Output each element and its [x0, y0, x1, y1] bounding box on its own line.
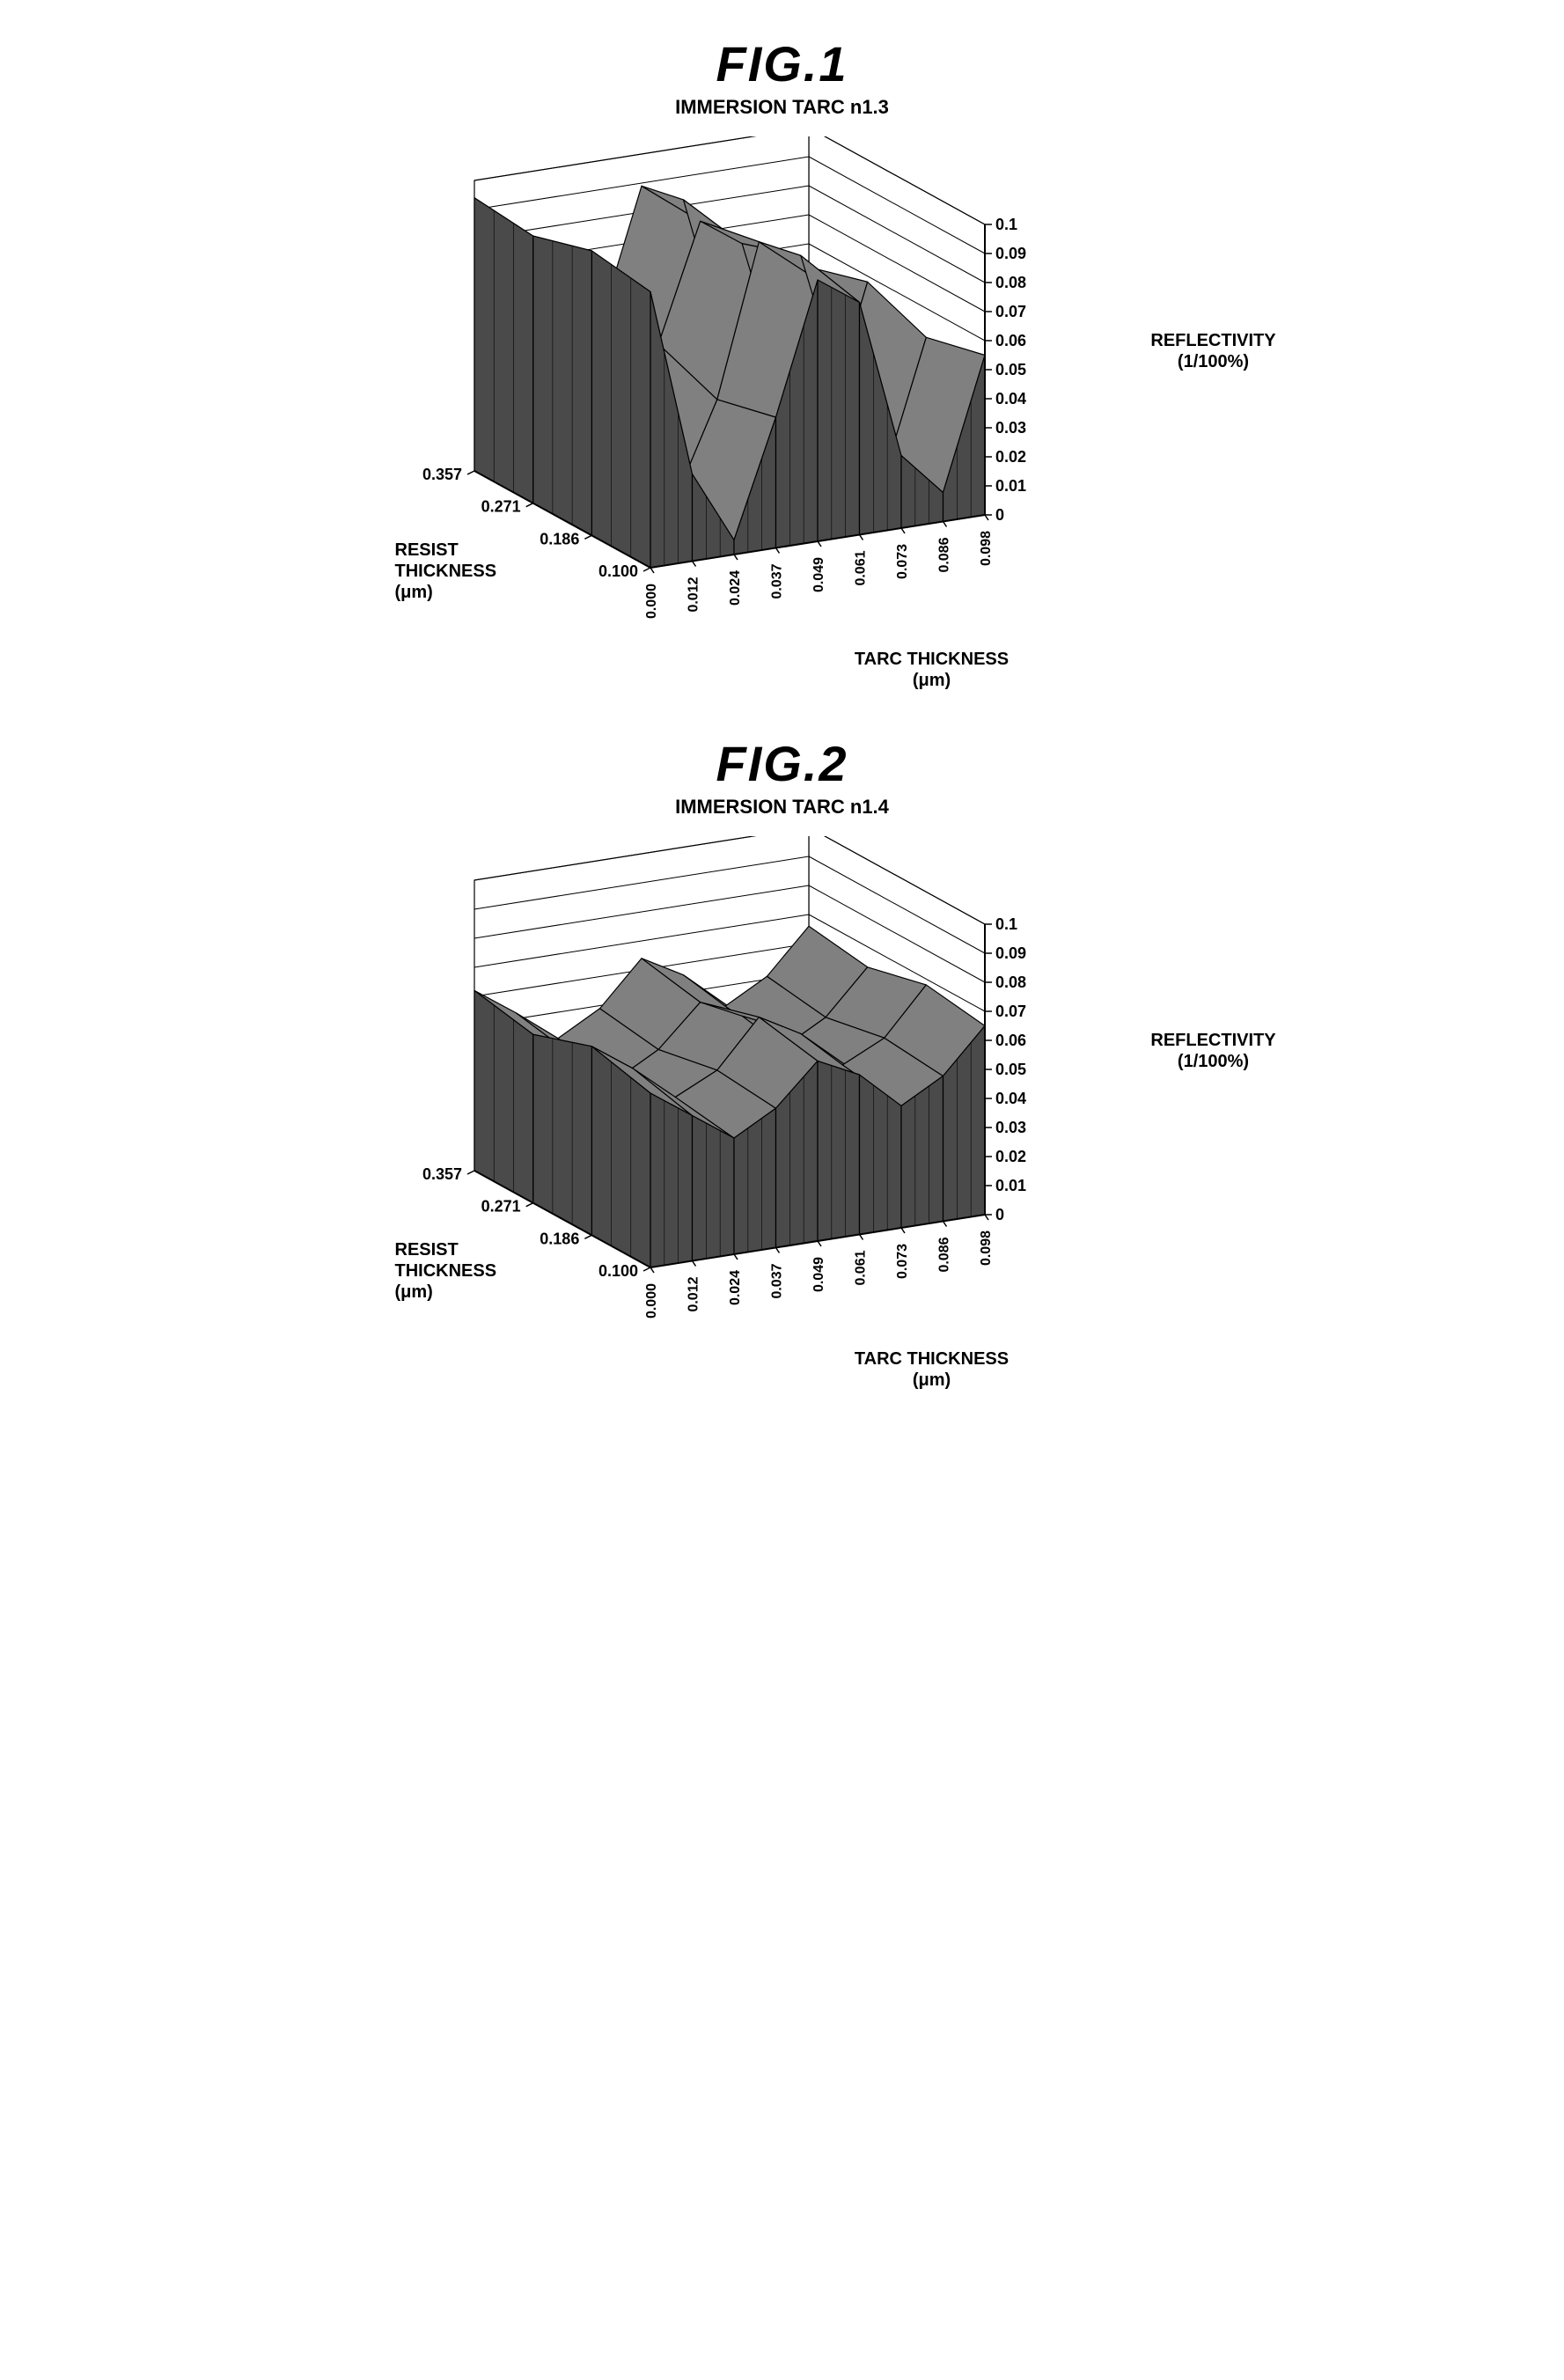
svg-text:0.012: 0.012	[686, 1276, 701, 1311]
svg-text:0.1: 0.1	[995, 915, 1017, 933]
svg-text:0.098: 0.098	[979, 531, 994, 566]
svg-text:0.02: 0.02	[995, 448, 1026, 466]
figure-title: FIG.1	[716, 35, 848, 92]
z-axis-label: REFLECTIVITY(1/100%)	[1134, 1030, 1293, 1072]
plot-2: 0 0.01 0.02 0.03 0.04 0.05 0.06 0.07 0.08 0.09 0.1…	[342, 836, 1223, 1364]
svg-text:0.09: 0.09	[995, 944, 1026, 962]
svg-text:0.024: 0.024	[728, 570, 743, 606]
svg-text:0.012: 0.012	[686, 577, 701, 612]
svg-text:0.100: 0.100	[598, 1262, 637, 1280]
svg-text:0.07: 0.07	[995, 303, 1026, 320]
svg-text:0: 0	[995, 506, 1004, 524]
svg-text:0.05: 0.05	[995, 1061, 1026, 1078]
figure-2: FIG.2 IMMERSION TARC n1.4 00.010.020.030…	[342, 735, 1223, 1364]
x-axis-label: TARC THICKNESS(μm)	[835, 649, 1029, 691]
svg-text:0.07: 0.07	[995, 1003, 1026, 1020]
svg-text:0.086: 0.086	[936, 537, 951, 572]
svg-text:0.09: 0.09	[995, 245, 1026, 262]
svg-text:0.357: 0.357	[422, 466, 461, 483]
svg-text:0.05: 0.05	[995, 361, 1026, 378]
svg-text:0.01: 0.01	[995, 1177, 1026, 1194]
x-axis-label: TARC THICKNESS(μm)	[835, 1348, 1029, 1391]
y-axis-label: RESISTTHICKNESS(μm)	[395, 540, 536, 603]
svg-text:0.186: 0.186	[540, 1230, 579, 1247]
plot-1: 0 0.01 0.02 0.03 0.04 0.05 0.06 0.07 0.08 0.09 0.1…	[342, 136, 1223, 665]
figure-subtitle: IMMERSION TARC n1.3	[675, 96, 889, 119]
svg-text:0.357: 0.357	[422, 1165, 461, 1183]
svg-text:0.186: 0.186	[540, 530, 579, 547]
svg-text:0.03: 0.03	[995, 419, 1026, 437]
z-axis-label: REFLECTIVITY(1/100%)	[1134, 330, 1293, 372]
figure-title: FIG.2	[716, 735, 848, 792]
svg-text:0.000: 0.000	[644, 1283, 659, 1319]
svg-text:0.073: 0.073	[895, 544, 910, 579]
svg-text:0.100: 0.100	[598, 562, 637, 580]
svg-text:0.098: 0.098	[979, 1230, 994, 1266]
svg-text:0.271: 0.271	[481, 1198, 520, 1216]
svg-text:0.04: 0.04	[995, 390, 1026, 408]
svg-text:0.04: 0.04	[995, 1090, 1026, 1107]
svg-text:0.08: 0.08	[995, 973, 1026, 991]
svg-text:0: 0	[995, 1206, 1004, 1223]
svg-text:0.073: 0.073	[895, 1244, 910, 1279]
y-axis-label: RESISTTHICKNESS(μm)	[395, 1239, 536, 1303]
svg-text:0.03: 0.03	[995, 1119, 1026, 1136]
svg-text:0.061: 0.061	[853, 550, 868, 585]
svg-text:0.271: 0.271	[481, 498, 520, 516]
svg-text:0.037: 0.037	[769, 563, 784, 599]
svg-text:0.024: 0.024	[728, 1270, 743, 1305]
svg-text:0.01: 0.01	[995, 477, 1026, 495]
svg-text:0.000: 0.000	[644, 584, 659, 619]
svg-text:0.061: 0.061	[853, 1250, 868, 1285]
svg-text:0.049: 0.049	[811, 1257, 826, 1292]
svg-text:0.06: 0.06	[995, 1032, 1026, 1049]
svg-text:0.06: 0.06	[995, 332, 1026, 349]
svg-text:0.086: 0.086	[936, 1237, 951, 1272]
svg-text:0.049: 0.049	[811, 557, 826, 592]
svg-text:0.1: 0.1	[995, 216, 1017, 233]
figure-1: FIG.1 IMMERSION TARC n1.3 00.010.020.030…	[342, 35, 1223, 665]
svg-text:0.08: 0.08	[995, 274, 1026, 291]
svg-text:0.02: 0.02	[995, 1148, 1026, 1165]
svg-text:0.037: 0.037	[769, 1263, 784, 1298]
figure-subtitle: IMMERSION TARC n1.4	[675, 796, 889, 819]
